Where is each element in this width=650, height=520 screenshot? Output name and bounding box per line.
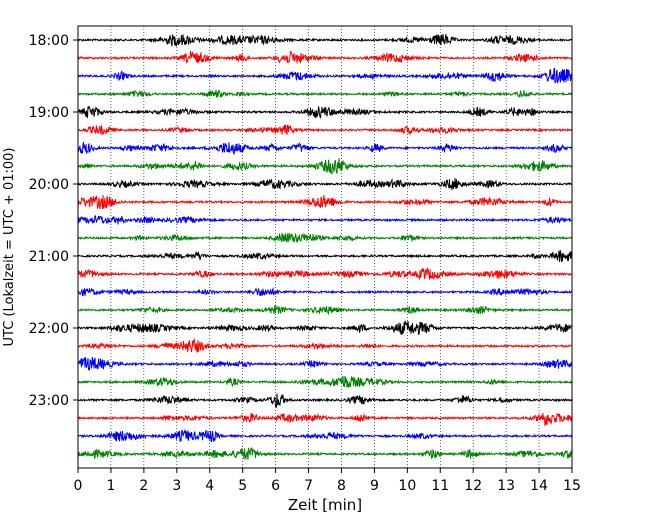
x-axis-ticks: 0 1 2 3 4 5 6 7 8 9 10 11 12 13 14 15: [74, 468, 581, 494]
trace-line: [77, 215, 573, 225]
trace-line: [77, 88, 573, 99]
y-tick-label: 21:00: [29, 249, 69, 265]
trace-line: [77, 194, 573, 210]
x-tick-label: 5: [238, 478, 247, 494]
trace-line: [77, 50, 573, 64]
y-axis-ticks: 18:00 19:00 20:00 21:00 22:00 23:00: [29, 33, 78, 409]
x-tick-label: 11: [431, 478, 449, 494]
trace-line: [77, 177, 573, 191]
trace-line: [77, 320, 573, 335]
x-tick-label: 12: [464, 478, 482, 494]
trace-line: [77, 287, 573, 297]
trace-line: [77, 303, 573, 316]
x-tick-label: 15: [563, 478, 581, 494]
x-tick-label: 13: [497, 478, 515, 494]
trace-line: [77, 428, 573, 443]
y-tick-label: 18:00: [29, 33, 69, 49]
seismic-traces: [77, 33, 573, 461]
y-tick-label: 23:00: [29, 393, 69, 409]
trace-line: [77, 232, 573, 243]
y-tick-label: 20:00: [29, 177, 69, 193]
trace-line: [77, 267, 573, 281]
x-tick-label: 10: [398, 478, 416, 494]
x-tick-label: 4: [205, 478, 214, 494]
x-tick-label: 7: [304, 478, 313, 494]
trace-line: [77, 412, 573, 427]
x-tick-label: 3: [172, 478, 181, 494]
y-axis-label: UTC (Lokalzeit = UTC + 01:00): [2, 148, 17, 347]
x-tick-label: 8: [337, 478, 346, 494]
trace-line: [77, 158, 573, 174]
trace-line: [77, 140, 573, 155]
trace-line: [77, 337, 573, 353]
trace-line: [77, 356, 573, 371]
trace-line: [77, 124, 573, 136]
trace-line: [77, 67, 573, 84]
y-tick-label: 19:00: [29, 105, 69, 121]
plot-frame: [77, 25, 573, 469]
x-axis-label: Zeit [min]: [288, 496, 362, 514]
x-tick-label: 2: [139, 478, 148, 494]
x-tick-label: 6: [271, 478, 280, 494]
trace-line: [77, 375, 573, 388]
trace-line: [77, 249, 573, 262]
y-tick-label: 22:00: [29, 321, 69, 337]
plot-background: [78, 26, 572, 468]
trace-line: [77, 105, 573, 119]
x-tick-label: 0: [74, 478, 83, 494]
trace-line: [77, 393, 573, 409]
x-tick-label: 9: [370, 478, 379, 494]
x-tick-label: 1: [106, 478, 115, 494]
x-tick-label: 14: [530, 478, 548, 494]
trace-line: [77, 447, 573, 461]
trace-line: [77, 33, 573, 47]
